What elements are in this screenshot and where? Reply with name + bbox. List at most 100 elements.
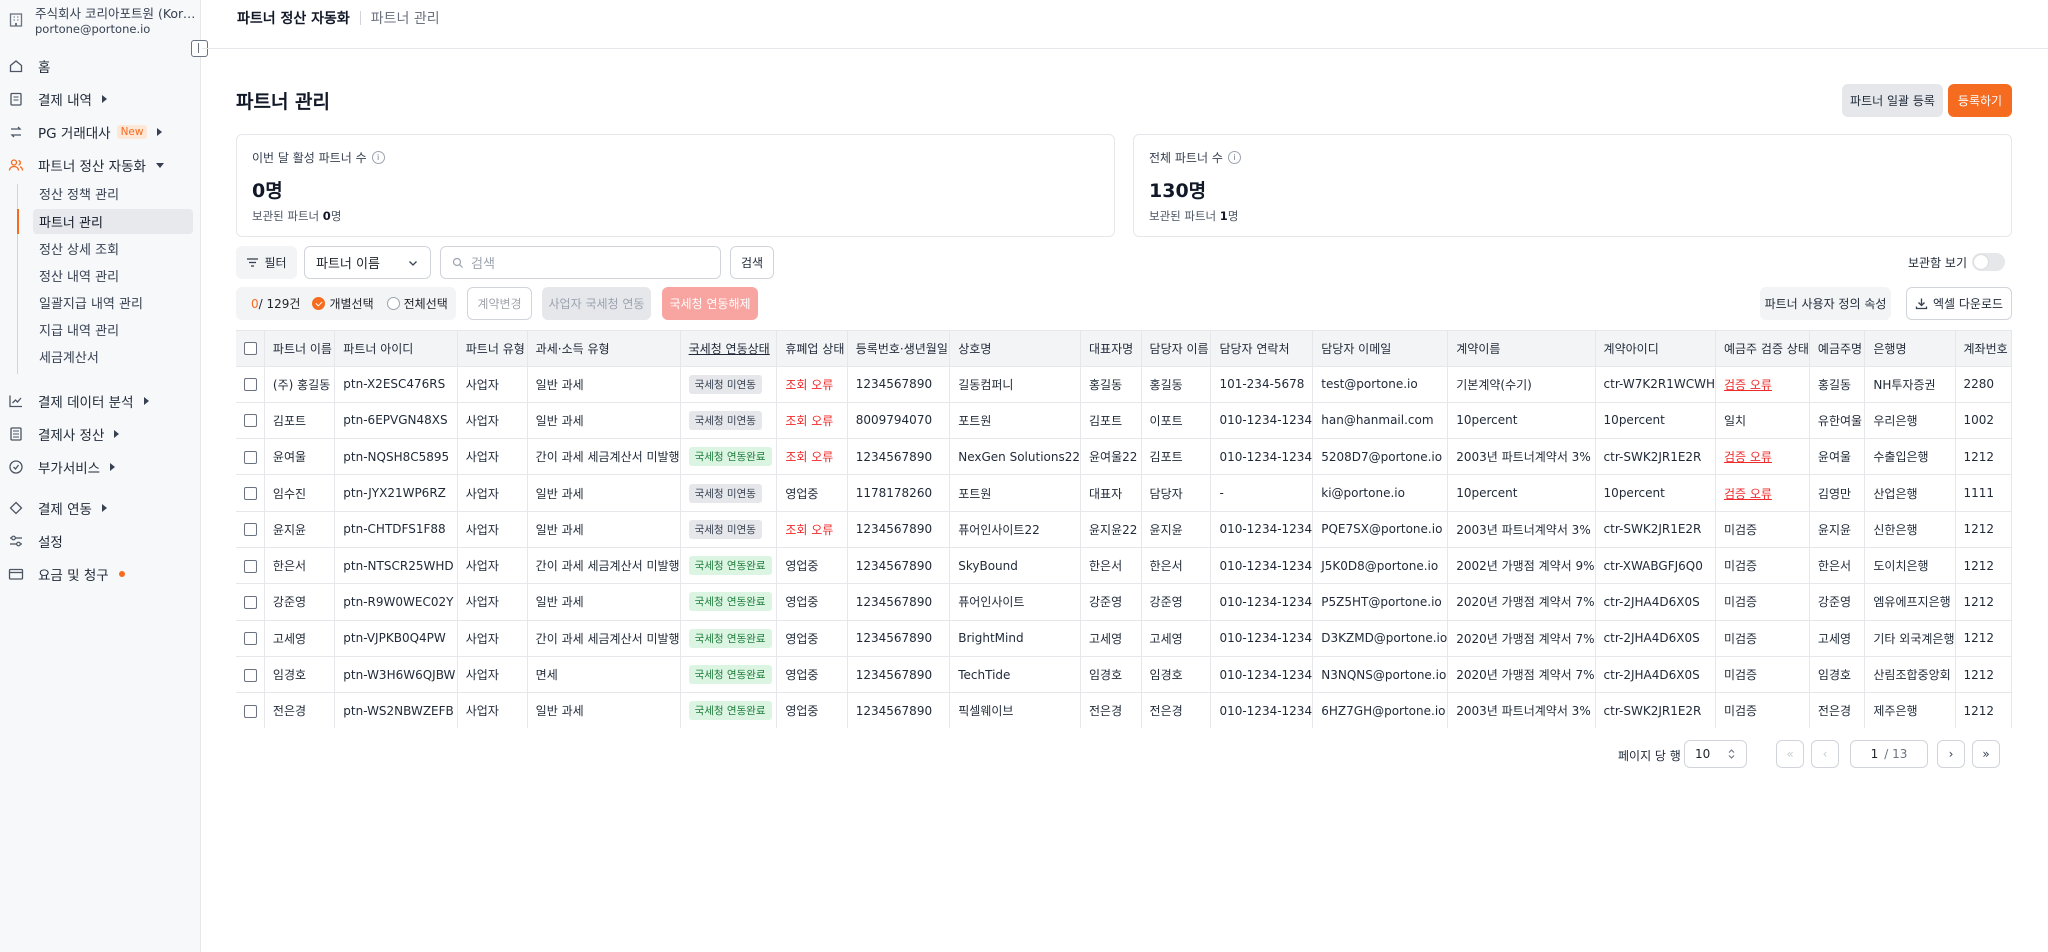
active-partners-card: 이번 달 활성 파트너 수 i 0명 보관된 파트너 0명 — [236, 134, 1115, 237]
row-checkbox[interactable] — [244, 378, 257, 392]
search-input[interactable]: 검색 — [440, 246, 721, 279]
nav-partner-settlement[interactable]: 파트너 정산 자동화 — [8, 153, 164, 177]
cell-value: 조회 오류 — [785, 377, 834, 392]
sub-item-settlement-history[interactable]: 정산 내역 관리 — [39, 270, 120, 285]
col-header[interactable]: 예금주 검증 상태 — [1715, 331, 1810, 367]
table-row[interactable]: 임수진 ptn-JYX21WP6RZ 사업자 일반 과세 국세청 미연동 영업중 11781… — [236, 474, 2012, 512]
individual-select-label[interactable]: 개별선택 — [329, 297, 374, 311]
table-row[interactable]: 김포트 ptn-6EPVGN48XS 사업자 일반 과세 국세청 미연동 조회 오류 800… — [236, 402, 2012, 440]
sub-item-payout-history[interactable]: 지급 내역 관리 — [39, 324, 120, 339]
row-checkbox[interactable] — [244, 595, 257, 609]
col-header[interactable]: 계좌번호 — [1955, 331, 2012, 367]
select-all-checkbox[interactable] — [244, 342, 257, 356]
info-icon[interactable]: i — [371, 151, 385, 164]
search-field-select[interactable]: 파트너 이름 — [304, 246, 431, 279]
table-row[interactable]: 윤여울 ptn-NQSH8C5895 사업자 간이 과세 세금계산서 미발행 국세청 연… — [236, 438, 2012, 476]
table-cell: NH투자증권 — [1864, 366, 1956, 403]
col-header[interactable]: 예금주명 — [1809, 331, 1866, 367]
nav-pg-settlement[interactable]: 결제사 정산 — [8, 422, 120, 446]
last-page-button[interactable]: » — [1972, 740, 2000, 768]
row-checkbox[interactable] — [244, 414, 257, 428]
row-checkbox[interactable] — [244, 632, 257, 646]
first-page-button[interactable]: « — [1776, 740, 1804, 768]
rows-per-page-select[interactable]: 10 — [1684, 740, 1747, 768]
row-select-cell — [236, 583, 265, 621]
col-header[interactable]: 파트너 이름 — [264, 331, 336, 367]
all-select-label[interactable]: 전체선택 — [403, 297, 448, 311]
col-header[interactable]: 대표자명 — [1080, 331, 1142, 367]
row-checkbox[interactable] — [244, 559, 257, 573]
register-button[interactable]: 등록하기 — [1948, 84, 2012, 117]
table-cell: ptn-R9W0WEC02Y — [334, 583, 458, 621]
all-select-radio[interactable] — [386, 297, 400, 310]
table-row[interactable]: (주) 홍길동 ptn-X2ESC476RS 사업자 일반 과세 국세청 미연동 조회 오… — [236, 366, 2012, 403]
cell-value: 한은서 — [1149, 559, 1183, 574]
col-header[interactable]: 은행명 — [1864, 331, 1956, 367]
nav-billing[interactable]: 요금 및 청구 — [8, 562, 125, 586]
sub-item-tax-invoice[interactable]: 세금계산서 — [39, 351, 99, 366]
table-cell: 윤지윤 — [264, 511, 336, 548]
nav-integration[interactable]: 결제 연동 — [8, 496, 107, 520]
archive-toggle[interactable] — [1972, 253, 2005, 271]
col-header[interactable]: 파트너 아이디 — [334, 331, 458, 367]
contract-change-button[interactable]: 계약변경 — [467, 287, 532, 320]
table-cell: 사업자 — [457, 438, 528, 476]
next-page-button[interactable]: › — [1937, 740, 1965, 768]
table-row[interactable]: 임경호 ptn-W3H6W6QJBW 사업자 면세 국세청 연동완료 영업중 1234567… — [236, 656, 2012, 694]
col-header[interactable]: 계약아이디 — [1595, 331, 1716, 367]
row-checkbox[interactable] — [244, 704, 257, 718]
nav-home[interactable]: 홈 — [8, 54, 50, 78]
nts-link-button[interactable]: 사업자 국세청 연동 — [542, 287, 651, 320]
table-row[interactable]: 고세영 ptn-VJPKB0Q4PW 사업자 간이 과세 세금계산서 미발행 국세청 연… — [236, 620, 2012, 657]
cell-value: 2002년 가맹점 계약서 9% — [1456, 559, 1595, 574]
row-checkbox[interactable] — [244, 487, 257, 501]
prev-page-button[interactable]: ‹ — [1811, 740, 1839, 768]
col-header[interactable]: 담당자 이름 — [1141, 331, 1212, 367]
nav-pg-reconcile[interactable]: PG 거래대사 New — [8, 120, 163, 144]
col-header[interactable]: 담당자 연락처 — [1210, 331, 1314, 367]
breadcrumb-first[interactable]: 파트너 정산 자동화 — [237, 10, 350, 27]
row-checkbox[interactable] — [244, 450, 257, 464]
table-row[interactable]: 강준영 ptn-R9W0WEC02Y 사업자 일반 과세 국세청 연동완료 영업중 1234… — [236, 583, 2012, 621]
col-header[interactable]: 파트너 유형 — [457, 331, 528, 367]
cell-value: ptn-CHTDFS1F88 — [343, 522, 446, 537]
table-cell: 영업중 — [776, 692, 848, 728]
cell-value: 10percent — [1603, 486, 1665, 501]
filter-button[interactable]: 필터 — [236, 246, 297, 279]
table-row[interactable]: 윤지윤 ptn-CHTDFS1F88 사업자 일반 과세 국세청 미연동 조회 오류 123… — [236, 511, 2012, 548]
info-icon[interactable]: i — [1227, 151, 1241, 164]
col-header[interactable]: 계약이름 — [1447, 331, 1596, 367]
col-header[interactable]: 휴폐업 상태 — [776, 331, 848, 367]
col-header[interactable]: 담당자 이메일 — [1312, 331, 1449, 367]
sub-item-bulk-payout[interactable]: 일괄지급 내역 관리 — [39, 297, 143, 312]
table-cell: 간이 과세 세금계산서 미발행 — [527, 438, 681, 476]
page-indicator[interactable]: 1 / 13 — [1850, 740, 1928, 768]
col-header[interactable]: 과세·소득 유형 — [527, 331, 681, 367]
row-checkbox[interactable] — [244, 668, 257, 682]
nav-payments[interactable]: 결제 내역 — [8, 87, 107, 111]
verify-error-link[interactable]: 검증 오류 — [1723, 450, 1772, 465]
table-row[interactable]: 전은경 ptn-WS2NBWZEFB 사업자 일반 과세 국세청 연동완료 영업중 1234… — [236, 692, 2012, 728]
verify-error-link[interactable]: 검증 오류 — [1723, 486, 1772, 501]
verify-error-link[interactable]: 검증 오류 — [1723, 377, 1772, 392]
col-header-nts-status[interactable]: 국세청 연동상태 — [680, 331, 778, 367]
excel-download-button[interactable]: 엑셀 다운로드 — [1906, 287, 2012, 320]
bulk-register-button[interactable]: 파트너 일괄 등록 — [1842, 84, 1943, 117]
sub-item-partner-manage[interactable]: 파트너 관리 — [33, 209, 193, 234]
sub-item-settlement-detail[interactable]: 정산 상세 조회 — [39, 243, 120, 258]
search-button[interactable]: 검색 — [730, 246, 774, 279]
nav-analytics[interactable]: 결제 데이터 분석 — [8, 389, 149, 413]
custom-attr-button[interactable]: 파트너 사용자 정의 속성 — [1760, 287, 1891, 320]
row-checkbox[interactable] — [244, 523, 257, 537]
nav-settings[interactable]: 설정 — [8, 529, 63, 553]
col-header[interactable]: 상호명 — [949, 331, 1081, 367]
individual-select-radio[interactable] — [312, 297, 326, 310]
table-cell: 1234567890 — [847, 547, 951, 585]
col-header[interactable]: 등록번호·생년월일 — [847, 331, 951, 367]
table-row[interactable]: 한은서 ptn-NTSCR25WHD 사업자 간이 과세 세금계산서 미발행 국세청 연… — [236, 547, 2012, 585]
nts-unlink-button[interactable]: 국세청 연동해제 — [662, 287, 758, 320]
cell-value: 강준영 — [272, 595, 307, 610]
cell-value: 픽셀웨이브 — [958, 704, 1014, 719]
nav-addons[interactable]: 부가서비스 — [8, 455, 116, 479]
sub-item-policy[interactable]: 정산 정책 관리 — [39, 188, 120, 203]
